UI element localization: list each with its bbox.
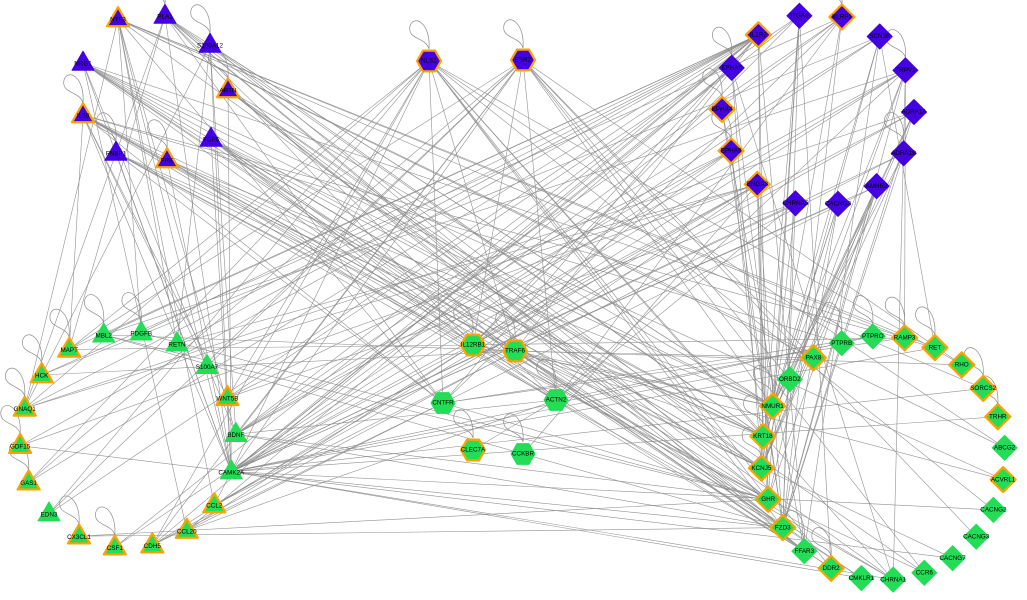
svg-text:RET: RET <box>929 344 942 351</box>
svg-text:CDH5: CDH5 <box>144 543 162 550</box>
svg-text:TRPV1: TRPV1 <box>895 67 916 74</box>
svg-text:FFAR3: FFAR3 <box>794 548 814 555</box>
svg-text:GAS1: GAS1 <box>20 480 37 487</box>
svg-text:AMHR2: AMHR2 <box>866 183 889 190</box>
svg-text:EDN3: EDN3 <box>41 511 58 518</box>
svg-text:ACTN2: ACTN2 <box>546 397 567 404</box>
svg-text:ADRA1B: ADRA1B <box>891 150 916 157</box>
svg-text:ADRA1A: ADRA1A <box>901 109 927 116</box>
svg-text:NTF3: NTF3 <box>110 17 126 24</box>
svg-text:ITGA6: ITGA6 <box>790 12 809 19</box>
svg-text:GNAQ1: GNAQ1 <box>14 406 37 413</box>
svg-text:KRT18: KRT18 <box>753 433 773 440</box>
svg-text:RETN: RETN <box>168 341 186 348</box>
svg-text:ACVRL1: ACVRL1 <box>991 476 1016 483</box>
svg-text:FZD3: FZD3 <box>775 524 791 531</box>
svg-text:NLS1: NLS1 <box>421 58 437 65</box>
svg-text:ESR2: ESR2 <box>515 57 532 64</box>
svg-text:CNTFR: CNTFR <box>432 400 454 407</box>
svg-text:KLRF1: KLRF1 <box>832 14 852 21</box>
svg-text:ENGA3: ENGA3 <box>747 181 769 188</box>
svg-text:CCR6: CCR6 <box>916 569 934 576</box>
svg-text:ORBD2: ORBD2 <box>779 376 801 383</box>
svg-text:S100A7: S100A7 <box>196 364 219 371</box>
svg-text:GHR: GHR <box>761 496 775 503</box>
svg-text:CMKLR1: CMKLR1 <box>849 575 875 582</box>
svg-text:SORCS2: SORCS2 <box>970 385 996 392</box>
svg-text:PDGFB: PDGFB <box>130 330 152 337</box>
svg-text:ARTN: ARTN <box>219 88 236 95</box>
svg-text:PAX8: PAX8 <box>806 354 822 361</box>
svg-text:CACNG2: CACNG2 <box>980 507 1007 514</box>
svg-text:EPHA5: EPHA5 <box>721 65 742 72</box>
svg-text:MAPT: MAPT <box>60 347 78 354</box>
svg-text:SCN3B: SCN3B <box>869 33 890 40</box>
svg-text:IL12RB1: IL12RB1 <box>461 342 486 349</box>
svg-text:EPHA4: EPHA4 <box>712 106 733 113</box>
svg-text:NRG1: NRG1 <box>74 61 92 68</box>
svg-text:CCL20: CCL20 <box>177 528 197 535</box>
svg-text:BDNF: BDNF <box>227 432 244 439</box>
svg-text:FRK: FRK <box>161 158 174 165</box>
svg-text:CACNG3: CACNG3 <box>825 201 852 208</box>
svg-text:KCNJ5: KCNJ5 <box>751 465 771 472</box>
svg-text:CHRNA5: CHRNA5 <box>782 200 808 207</box>
svg-text:CCL2: CCL2 <box>206 503 223 510</box>
svg-text:PLA1: PLA1 <box>157 14 173 21</box>
svg-text:S100A12: S100A12 <box>197 43 223 50</box>
svg-text:RHO: RHO <box>955 361 969 368</box>
svg-text:RAMP3: RAMP3 <box>894 335 916 342</box>
svg-text:CAMK2A: CAMK2A <box>218 469 245 476</box>
svg-text:CSF1: CSF1 <box>107 545 124 552</box>
svg-text:GDF15: GDF15 <box>10 443 31 450</box>
svg-text:TRAF6: TRAF6 <box>505 348 525 355</box>
svg-text:CLEC7A: CLEC7A <box>461 447 486 454</box>
svg-text:CCKBR: CCKBR <box>512 451 534 458</box>
svg-text:CHRNA1: CHRNA1 <box>880 576 906 583</box>
svg-text:PTPRB: PTPRB <box>831 340 852 347</box>
svg-text:WNT5B: WNT5B <box>216 395 238 402</box>
svg-text:PTPRO: PTPRO <box>862 333 884 340</box>
svg-text:NMUR1: NMUR1 <box>761 403 784 410</box>
svg-text:IL1R2: IL1R2 <box>750 31 767 38</box>
svg-text:EPHA3: EPHA3 <box>721 148 742 155</box>
svg-text:CACNG3: CACNG3 <box>963 533 990 540</box>
svg-text:ABCG2: ABCG2 <box>994 444 1016 451</box>
svg-text:IL20: IL20 <box>77 113 90 120</box>
svg-text:DDR2: DDR2 <box>823 565 841 572</box>
svg-text:TRHR: TRHR <box>989 413 1007 420</box>
svg-text:MBL2: MBL2 <box>95 332 112 339</box>
svg-text:HCK: HCK <box>35 373 49 380</box>
svg-text:CX3CL1: CX3CL1 <box>67 534 91 541</box>
svg-text:FGF6: FGF6 <box>203 137 220 144</box>
svg-text:FNBP1: FNBP1 <box>106 151 127 158</box>
svg-text:CACNG7: CACNG7 <box>939 555 966 562</box>
